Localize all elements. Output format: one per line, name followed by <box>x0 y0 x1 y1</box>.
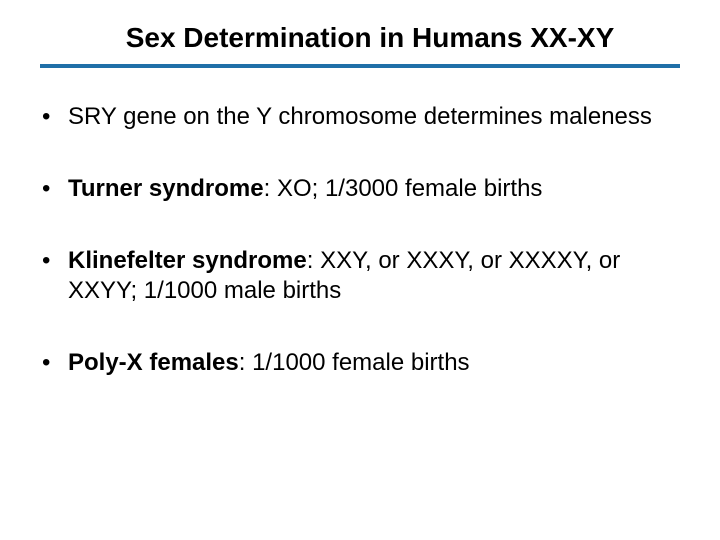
bullet-list: SRY gene on the Y chromosome determines … <box>40 102 680 378</box>
title-divider <box>40 64 680 68</box>
bullet-bold: Poly-X females <box>68 349 239 376</box>
bullet-bold: Klinefelter syndrome <box>68 247 307 274</box>
bullet-bold: Turner syndrome <box>68 175 264 202</box>
bullet-text: : XO; 1/3000 female births <box>264 175 543 202</box>
bullet-text: : 1/1000 female births <box>239 349 470 376</box>
list-item: Klinefelter syndrome: XXY, or XXXY, or X… <box>40 246 680 306</box>
list-item: Poly-X females: 1/1000 female births <box>40 348 680 378</box>
list-item: SRY gene on the Y chromosome determines … <box>40 102 680 132</box>
bullet-text: SRY gene on the Y chromosome determines … <box>68 103 652 130</box>
slide: Sex Determination in Humans XX-XY SRY ge… <box>0 0 720 540</box>
list-item: Turner syndrome: XO; 1/3000 female birth… <box>40 174 680 204</box>
slide-title: Sex Determination in Humans XX-XY <box>60 22 680 54</box>
